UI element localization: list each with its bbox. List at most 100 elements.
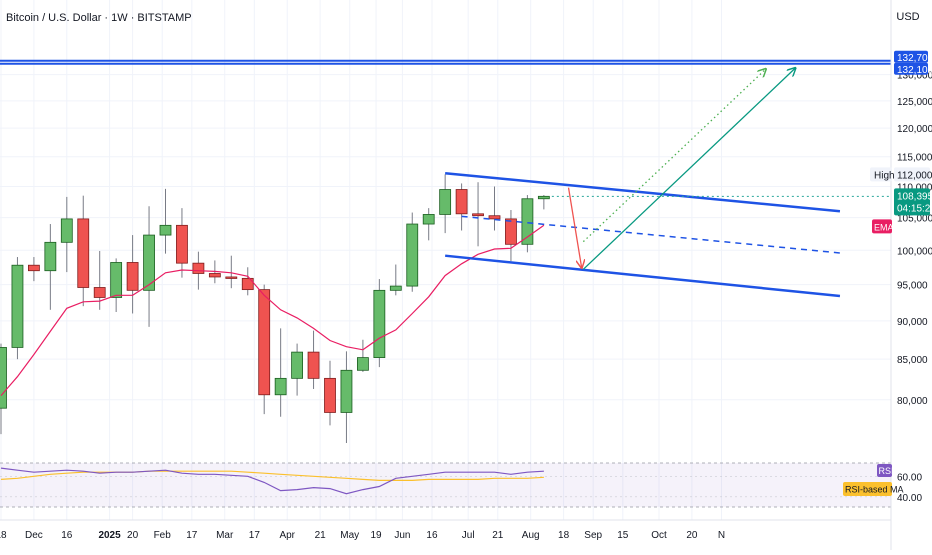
price-tick-label: 110,000 [897, 182, 932, 193]
candle-body [126, 262, 139, 291]
candle-body [208, 273, 221, 278]
rsi-ma-tag-bg [843, 482, 892, 496]
candle-body [0, 347, 7, 409]
candle-body [472, 213, 484, 217]
resistance-2-tag-text: 132,109 [897, 65, 932, 76]
price-tick-label: 85,000 [897, 355, 928, 366]
rsi-tag-text: RSI [879, 466, 894, 476]
time-tick-label: 18 [558, 530, 570, 541]
candle-body [159, 224, 172, 236]
time-tick-label: 16 [426, 530, 438, 541]
grid [0, 0, 891, 520]
resistance-1-tag-bg [894, 50, 928, 63]
rsi-ma-tag: RSI-based MA [843, 482, 904, 496]
price-tick-label: 105,000 [897, 214, 932, 225]
rsi-tick-label: 60.00 [897, 472, 922, 483]
time-tick-label: Oct [651, 530, 667, 541]
candle-body [324, 377, 336, 413]
ema-line [0, 224, 545, 396]
rsi-ma-tag-text: RSI-based MA [845, 485, 904, 495]
time-tick-label: Apr [279, 530, 295, 541]
last-price-tag-bg [894, 188, 930, 216]
time-tick-label: 18 [0, 530, 7, 541]
time-tick-label: 2025 [98, 530, 121, 541]
candle-body [258, 289, 271, 396]
high-tag-value-bg [894, 167, 930, 182]
time-tick-label: Jun [394, 530, 410, 541]
candle-body [93, 287, 106, 298]
resistance-2-tag-bg [894, 62, 928, 75]
candle-body [77, 218, 90, 288]
time-tick-label: Aug [522, 530, 540, 541]
time-tick-label: 21 [315, 530, 327, 541]
price-tick-label: 80,000 [897, 396, 928, 407]
candle-body [60, 218, 73, 243]
time-tick-label: May [340, 530, 359, 541]
time-tick-label: Sep [584, 530, 602, 541]
high-tag: High 112,000 [870, 167, 932, 182]
ema-tag-bg [872, 219, 892, 234]
candle-body [406, 223, 419, 287]
rsi-tick-label: 40.00 [897, 493, 922, 504]
rsi-pane: 60.00 40.00 [0, 462, 922, 508]
time-tick-label: Dec [25, 530, 43, 541]
candle-body [274, 377, 287, 396]
candle-body [340, 369, 353, 413]
rsi-tag: RSI [877, 464, 894, 477]
high-tag-label: High [874, 170, 895, 181]
time-tick-label: 17 [249, 530, 261, 541]
overlays [0, 59, 891, 396]
price-tick-label: 125,000 [897, 97, 932, 108]
chart-title: Bitcoin / U.S. Dollar · 1W · BITSTAMP [6, 12, 192, 24]
candle-body [110, 262, 123, 298]
rsi-line [0, 467, 544, 495]
candle-body [373, 289, 386, 358]
candle-body [356, 357, 369, 371]
time-tick-label: 17 [186, 530, 198, 541]
price-tick-label: 95,000 [897, 281, 928, 292]
candle-body [241, 277, 254, 291]
time-tick-label: N [718, 530, 725, 541]
candle-body [143, 234, 155, 291]
last-price-value: 108,395 [897, 191, 932, 202]
high-tag-value: 112,000 [897, 170, 932, 181]
candle-body [422, 214, 435, 225]
candle-body [537, 195, 550, 200]
candle-body [488, 215, 501, 220]
projection-down-arrow [567, 187, 582, 268]
rsi-tag-bg [877, 464, 892, 477]
channel-middle-line [461, 215, 841, 254]
time-tick-label: Feb [154, 530, 172, 541]
ema-tag-text: EMA [874, 222, 894, 232]
candle-body [11, 264, 24, 348]
channel-upper-line [445, 171, 841, 213]
time-tick-label: 20 [686, 530, 698, 541]
price-tick-label: 115,000 [897, 153, 932, 164]
currency-label[interactable]: USD [896, 11, 919, 23]
rsi-band [0, 463, 891, 507]
projection-dotted-arrow [582, 69, 766, 243]
price-tick-label: 100,000 [897, 246, 932, 257]
time-tick-label: 20 [127, 530, 139, 541]
candle-body [44, 241, 57, 272]
candle-body [192, 262, 205, 274]
projection-up-arrow [582, 68, 795, 270]
time-tick-label: Jul [462, 530, 475, 541]
candle-body [291, 351, 304, 379]
candle-body [225, 276, 238, 279]
time-tick-label: Mar [216, 530, 234, 541]
resistance-1-tag: 132,700 [894, 50, 932, 64]
time-tick-label: 16 [61, 530, 73, 541]
candle-body [439, 189, 452, 215]
candle-body [176, 224, 188, 264]
last-price-countdown: 04:15:22 [897, 203, 932, 214]
resistance-1-tag-text: 132,700 [897, 53, 932, 64]
price-tick-label: 90,000 [897, 317, 928, 328]
ema-tag: EMA [872, 219, 894, 234]
time-tick-label: 15 [617, 530, 629, 541]
channel-lower-line [445, 254, 841, 298]
